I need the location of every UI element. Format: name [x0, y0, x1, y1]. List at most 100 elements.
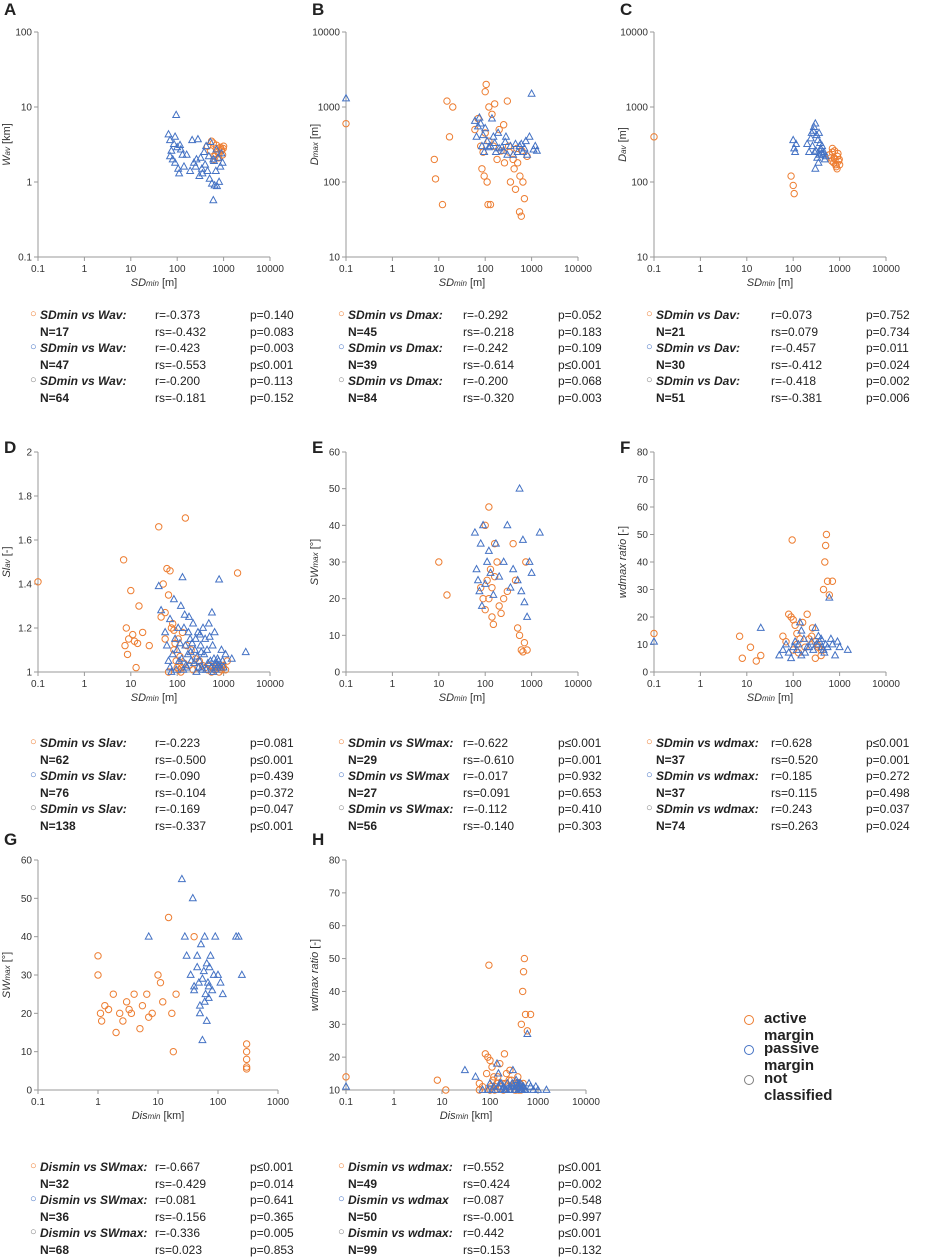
stat-p-spearman: p=0.365 [250, 1209, 294, 1224]
stat-label: Dismin vs wdmax [348, 1193, 449, 1207]
chart-a-passive-point [199, 147, 209, 156]
chart-a-passive-point [191, 161, 200, 170]
chart-e-active-point [522, 558, 530, 566]
stat-p-pearson: p=0.272 [866, 769, 910, 783]
stat-p-pearson: p=0.011 [866, 341, 909, 355]
chart-f-passive-point [815, 636, 824, 645]
stat-marker: ○ [30, 341, 37, 353]
chart-f-stats: ○ SDmin vs wdmax: r=0.628 p≤0.001 N=37 rs=0.5… [646, 736, 926, 835]
chart-e-passive-point [499, 557, 508, 565]
stat-p-pearson: p=0.641 [250, 1193, 294, 1207]
stat-p-spearman: p≤0.001 [250, 357, 294, 372]
chart-g-passive-point [195, 1000, 205, 1009]
chart-b-stats: ○ SDmin vs Dmax: r=-0.292 p=0.052 N=45 rs=-0.… [338, 308, 618, 407]
chart-f-y-tick-label: 60 [637, 503, 649, 514]
stat-r: r=-0.667 [155, 1160, 201, 1174]
chart-b-active-point [438, 200, 447, 209]
chart-g-passive-point [234, 931, 243, 940]
stat-n: N=37 [656, 752, 686, 767]
chart-e-passive-point [480, 579, 490, 587]
chart-b-passive-point [475, 112, 484, 121]
chart-g-passive-point [195, 1008, 205, 1017]
chart-d-passive-point [210, 627, 219, 636]
stat-label: SDmin vs Dav: [656, 341, 741, 355]
chart-d-y-tick-label: 1.8 [18, 492, 32, 503]
chart-f-passive-point [811, 623, 820, 631]
chart-f-active-point [757, 651, 765, 660]
chart-b-passive-point [478, 130, 488, 139]
chart-b-passive-point [531, 141, 540, 150]
stat-label: SDmin vs SWmax: [348, 802, 454, 816]
chart-h-active-point [486, 1056, 494, 1065]
chart-e-active-point [481, 521, 489, 530]
chart-g-passive-point [177, 874, 187, 883]
chart-a-x-tick-label: 1 [82, 264, 88, 275]
chart-f-y-tick-label: 50 [637, 530, 649, 541]
chart-d-passive-point [203, 658, 213, 667]
chart-f-passive-point [795, 617, 805, 626]
chart-g-passive-point [144, 931, 153, 940]
stat-p-spearman: p=0.853 [250, 1242, 294, 1257]
chart-a-y-label: Wav [km] [1, 123, 13, 166]
chart-g-passive-point [204, 981, 213, 990]
chart-a-passive-point [176, 144, 186, 153]
chart-e-active-point [517, 646, 526, 654]
chart-e-active-point [479, 594, 487, 603]
chart-b-y-label: Dmax [m] [309, 124, 321, 165]
chart-d-passive-point [192, 667, 201, 675]
chart-d-passive-point [199, 649, 209, 658]
chart-g-active-point [97, 1017, 106, 1025]
chart-h-passive-point [494, 1068, 503, 1077]
chart-a-x-tick-label: 0.1 [31, 264, 45, 275]
chart-f-active-point [752, 657, 760, 665]
chart-f-passive-point [817, 642, 827, 651]
chart-e-passive-point [486, 568, 495, 576]
chart-h-active-point [506, 1066, 514, 1074]
chart-d-x-tick-label: 100 [169, 679, 186, 690]
chart-a-passive-point [170, 132, 180, 140]
chart-f-passive-point [790, 636, 800, 645]
chart-h-y-tick-label: 70 [329, 888, 341, 899]
chart-e-passive-point [489, 590, 498, 598]
chart-a-passive-point [214, 177, 224, 185]
chart-f-passive-point [792, 645, 802, 653]
chart-d-y-tick-label: 1 [26, 668, 32, 679]
chart-c-passive-point [814, 128, 824, 136]
chart-g-active-point [136, 1024, 144, 1033]
chart-d-passive-point [176, 601, 186, 609]
chart-f-active-point [821, 558, 829, 566]
stat-marker: ○ [646, 341, 653, 353]
chart-e-x-tick-label: 1 [390, 679, 396, 690]
chart-b-passive-point [472, 132, 481, 140]
chart-d-passive-point [190, 645, 200, 653]
stat-marker: ○ [30, 1226, 37, 1238]
chart-d-passive-point [164, 656, 173, 664]
chart-h-passive-point [520, 1085, 529, 1093]
chart-e-active-point [485, 503, 493, 511]
chart-a-passive-point [217, 148, 226, 157]
stat-marker: ○ [646, 802, 653, 814]
chart-h-passive-point [492, 1058, 502, 1067]
chart-e-passive-point [517, 586, 526, 595]
chart-h-x-tick-label: 1 [391, 1097, 397, 1108]
chart-f-passive-point [786, 653, 796, 662]
chart-d-active-point [161, 635, 169, 643]
stat-p-pearson: p≤0.001 [250, 1160, 294, 1174]
chart-b-passive-point [515, 141, 524, 150]
panel-c: C 0.1 1 10 100 1000 10000 10 100 1000 10000 SDmin [… [616, 0, 926, 420]
stat-p-pearson: p=0.068 [558, 374, 602, 388]
panel-h: H 0.1 1 10 100 1000 10000 10 20 30 40 50 60 70 80 Dismi… [308, 830, 618, 1260]
chart-d-passive-point [241, 647, 250, 656]
chart-h-passive-point [516, 1078, 525, 1087]
chart-f-passive-point [807, 636, 816, 645]
chart-f-active-point [823, 577, 832, 585]
chart-g-passive-point [186, 970, 195, 978]
panel-a: A 0.1 1 10 100 1000 10000 0.1 1 10 100 SDmin [m] Wav… [0, 0, 310, 420]
stat-r: r=0.243 [771, 802, 813, 816]
chart-a-passive-point [200, 159, 210, 168]
stat-p-pearson: p=0.037 [866, 802, 910, 816]
chart-e-x-tick-label: 10000 [564, 679, 592, 690]
chart-a-x-tick-label: 100 [169, 264, 186, 275]
stat-rs: rs=-0.104 [155, 785, 207, 800]
chart-a-passive-point [218, 158, 227, 166]
